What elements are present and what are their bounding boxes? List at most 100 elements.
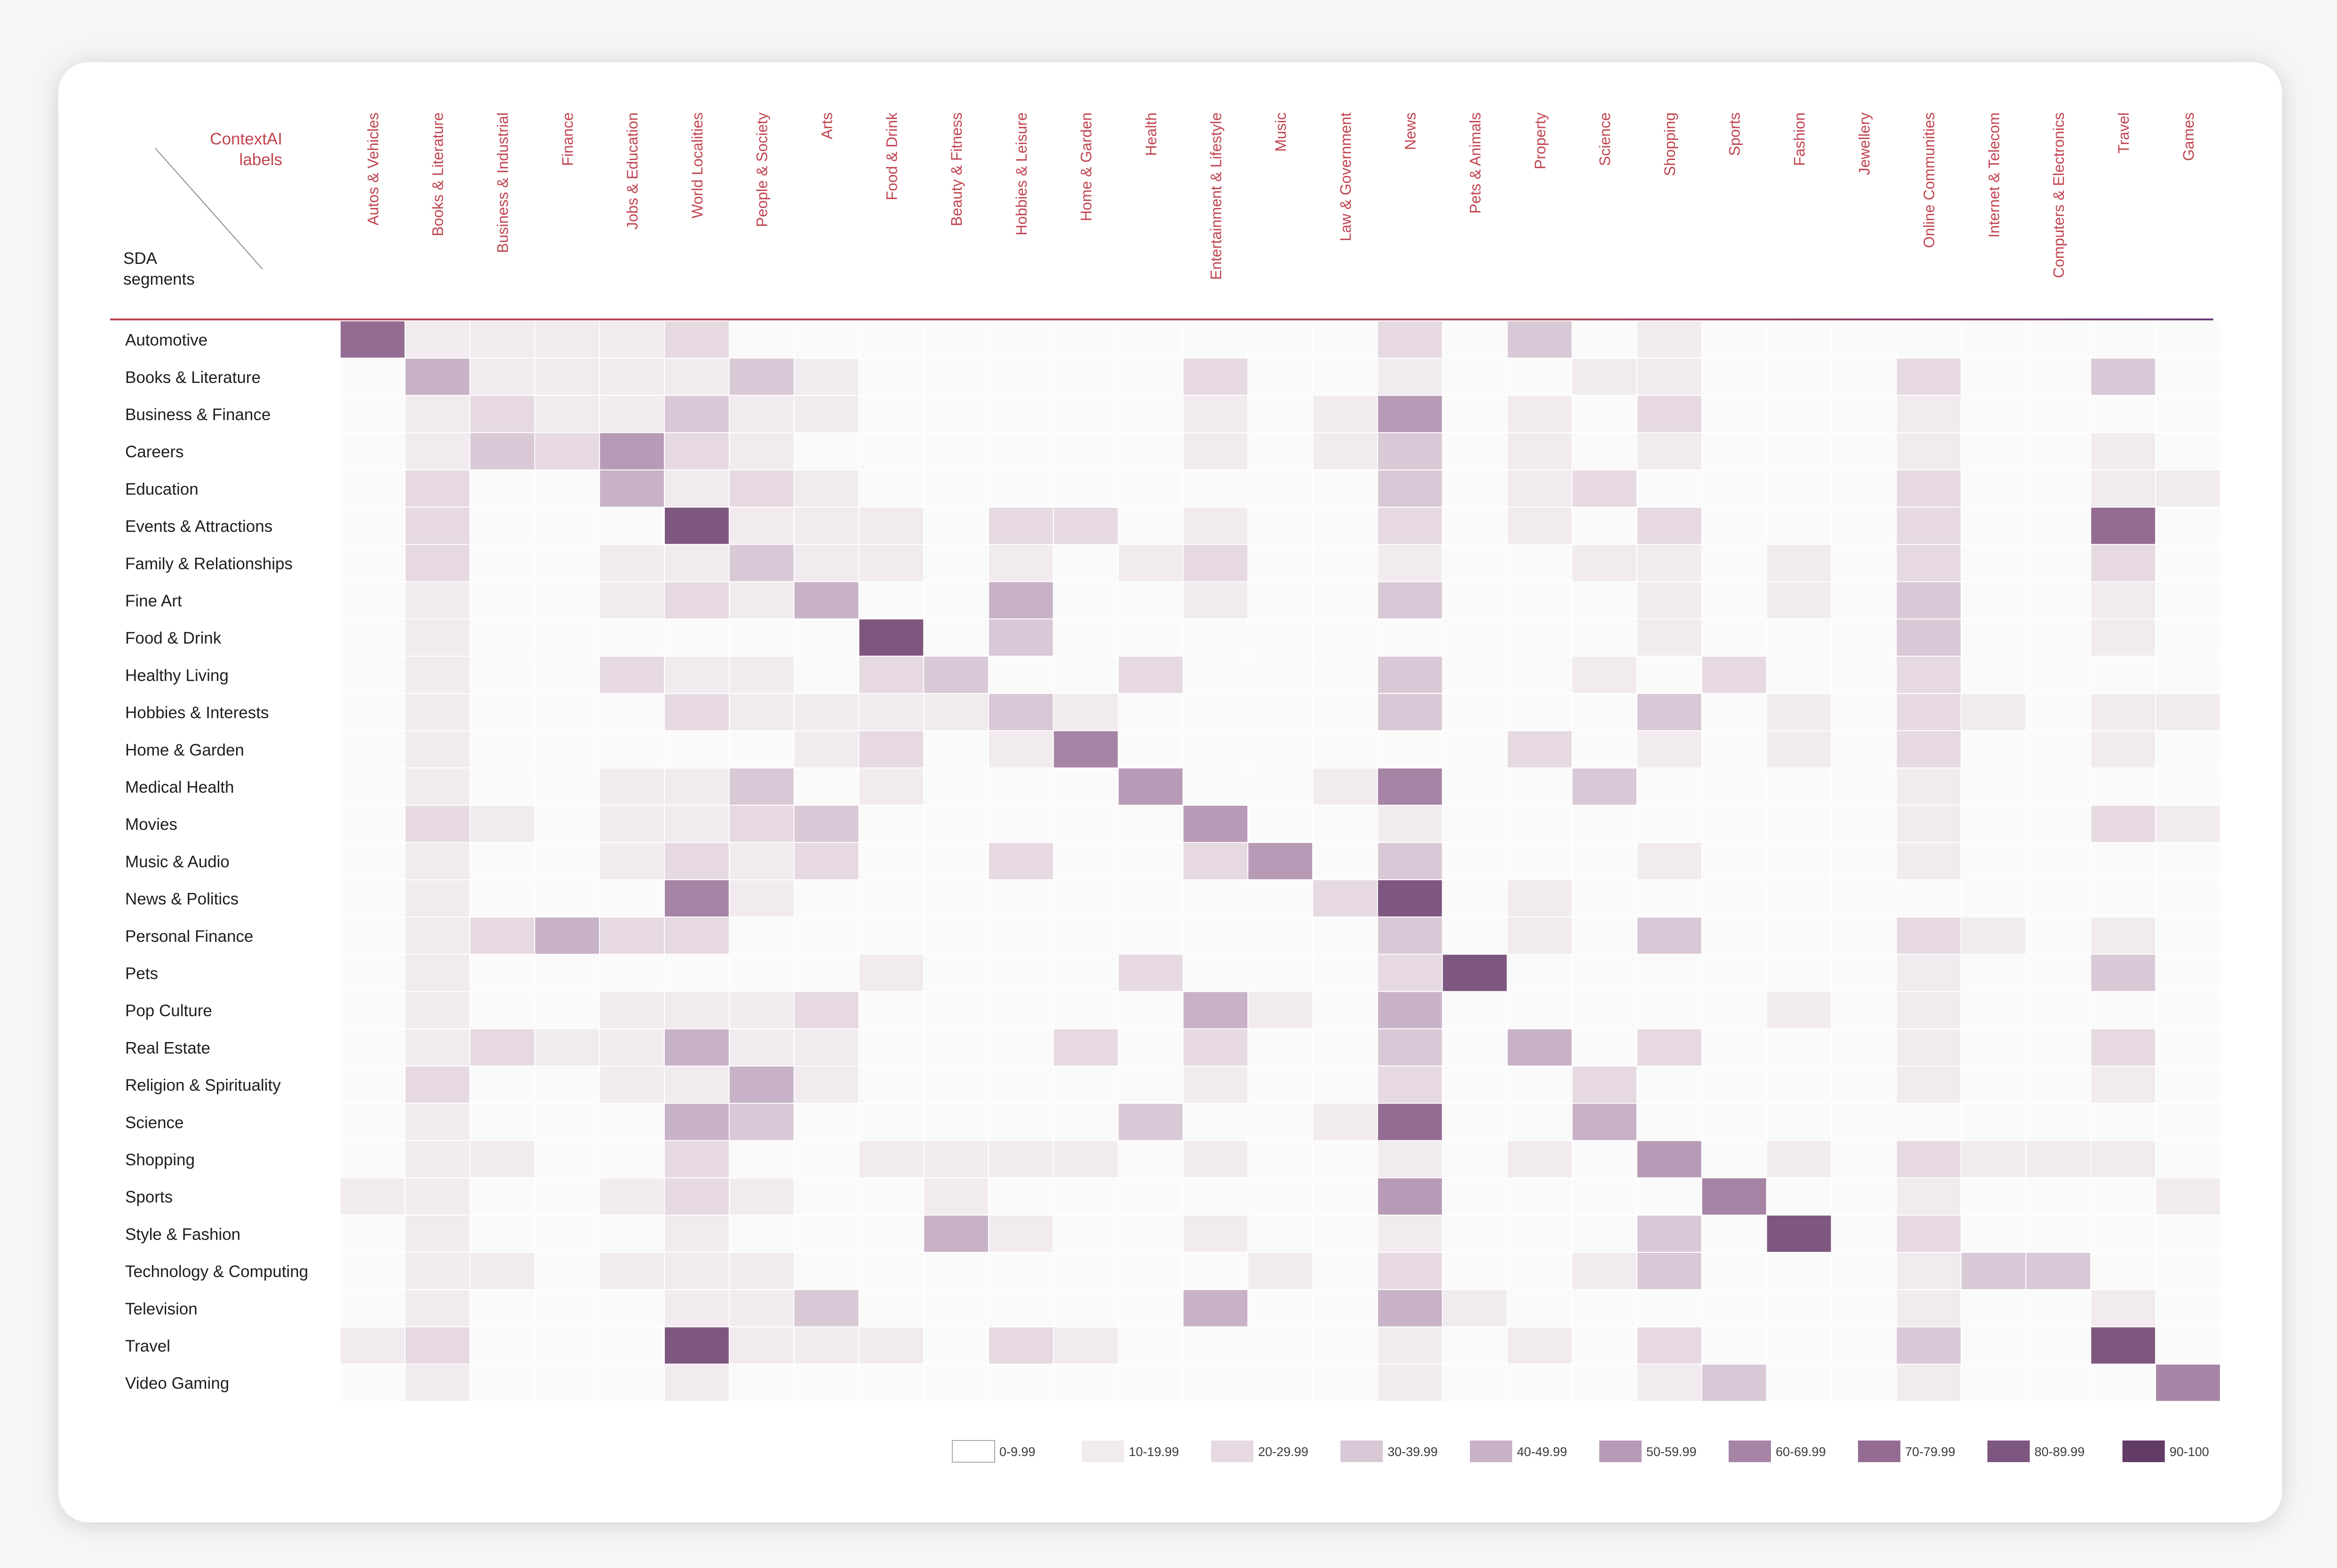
heatmap-cell <box>1702 656 1766 693</box>
heatmap-cell <box>1443 619 1507 656</box>
heatmap-cell <box>1053 917 1118 954</box>
heatmap-cell <box>535 805 599 842</box>
heatmap-cell <box>1832 396 1896 432</box>
heatmap-cell <box>2156 1104 2220 1140</box>
heatmap-cell <box>1637 1290 1701 1327</box>
heatmap-cell <box>1507 1253 1572 1289</box>
legend-swatch <box>952 1440 995 1463</box>
heatmap-cell <box>1183 917 1248 954</box>
heatmap-cell <box>470 1215 534 1252</box>
heatmap-cell <box>1443 1067 1507 1103</box>
heatmap-cell <box>1248 843 1312 879</box>
heatmap-cell <box>535 1215 599 1252</box>
heatmap-cell <box>1183 1364 1248 1401</box>
heatmap-cell <box>2026 470 2090 507</box>
row-label-technology-and-computing: Technology & Computing <box>125 1263 308 1281</box>
heatmap-cell <box>665 1364 729 1401</box>
heatmap-cell <box>1507 619 1572 656</box>
heatmap-cell <box>1897 768 1961 805</box>
heatmap-cell <box>794 1104 859 1140</box>
heatmap-cell <box>600 582 664 619</box>
heatmap-cell <box>1248 582 1312 619</box>
row-label-business-and-finance: Business & Finance <box>125 406 271 424</box>
heatmap-cell <box>1507 1141 1572 1178</box>
heatmap-cell <box>859 545 924 581</box>
column-label-property: Property <box>1531 112 1548 169</box>
legend-swatch <box>2122 1441 2165 1462</box>
legend-label: 60-69.99 <box>1776 1445 1826 1459</box>
heatmap-cell <box>989 1253 1053 1289</box>
heatmap-cell <box>1183 694 1248 731</box>
heatmap-cell <box>470 619 534 656</box>
heatmap-cell <box>2026 1215 2090 1252</box>
heatmap-cell <box>1572 1104 1636 1140</box>
heatmap-cell <box>1443 805 1507 842</box>
heatmap-cell <box>2156 396 2220 432</box>
heatmap-cell <box>2026 1327 2090 1364</box>
row-label-books-and-literature: Books & Literature <box>125 368 261 387</box>
legend-label: 10-19.99 <box>1129 1445 1179 1459</box>
heatmap-cell <box>1962 1364 2026 1401</box>
heatmap-cell <box>470 955 534 991</box>
heatmap-cell <box>1702 1029 1766 1066</box>
heatmap-cell <box>989 582 1053 619</box>
heatmap-cell <box>1507 1327 1572 1364</box>
heatmap-cell <box>1767 433 1831 470</box>
heatmap-cell <box>600 694 664 731</box>
heatmap-cell <box>470 545 534 581</box>
heatmap-cell <box>729 955 794 991</box>
heatmap-cell <box>1053 1327 1118 1364</box>
heatmap-cell <box>600 1104 664 1140</box>
heatmap-cell <box>1313 321 1377 358</box>
heatmap-cell <box>859 582 924 619</box>
heatmap-cell <box>1507 1178 1572 1215</box>
heatmap-cell <box>665 955 729 991</box>
column-label-pets-and-animals: Pets & Animals <box>1467 112 1484 214</box>
heatmap-cell <box>1313 768 1377 805</box>
heatmap-cell <box>1962 433 2026 470</box>
heatmap-cell <box>1248 731 1312 768</box>
heatmap-cell <box>1378 545 1442 581</box>
heatmap-cell <box>1248 1178 1312 1215</box>
heatmap-cell <box>1313 694 1377 731</box>
heatmap-cell <box>1897 396 1961 432</box>
corner-top-line-1: ContextAI <box>210 130 282 148</box>
heatmap-cell <box>1767 1067 1831 1103</box>
heatmap-cell <box>2156 1029 2220 1066</box>
heatmap-cell <box>2026 358 2090 395</box>
column-label-science: Science <box>1596 112 1613 166</box>
heatmap-cell <box>859 955 924 991</box>
heatmap-cell <box>470 768 534 805</box>
heatmap-cell <box>1443 582 1507 619</box>
heatmap-cell <box>1572 843 1636 879</box>
heatmap-cell <box>1378 1178 1442 1215</box>
heatmap-cell <box>729 508 794 544</box>
heatmap-cell <box>470 396 534 432</box>
row-label-pop-culture: Pop Culture <box>125 1002 212 1020</box>
heatmap-cell <box>794 619 859 656</box>
heatmap-cell <box>1832 508 1896 544</box>
heatmap-cell <box>405 433 470 470</box>
heatmap-cell <box>1572 955 1636 991</box>
heatmap-cell <box>1832 1178 1896 1215</box>
heatmap-cell <box>1248 1364 1312 1401</box>
heatmap-cell <box>1248 768 1312 805</box>
heatmap-cell <box>2026 843 2090 879</box>
heatmap-cell <box>794 694 859 731</box>
heatmap-cell <box>1897 731 1961 768</box>
heatmap-cell <box>1053 955 1118 991</box>
heatmap-cell <box>989 321 1053 358</box>
heatmap-cell <box>729 1178 794 1215</box>
heatmap-cell <box>341 358 405 395</box>
heatmap-cell <box>470 1178 534 1215</box>
heatmap-cell <box>794 731 859 768</box>
heatmap-cell <box>600 1327 664 1364</box>
heatmap-cell <box>2156 545 2220 581</box>
heatmap-cell <box>1183 992 1248 1028</box>
heatmap-cell <box>600 656 664 693</box>
heatmap-cell <box>1702 880 1766 917</box>
heatmap-cell <box>1118 992 1183 1028</box>
heatmap-cell <box>1767 321 1831 358</box>
legend: 0-9.99 10-19.99 20-29.99 30-39.99 40-49.99 50… <box>952 1440 2209 1463</box>
heatmap-cell <box>1378 880 1442 917</box>
